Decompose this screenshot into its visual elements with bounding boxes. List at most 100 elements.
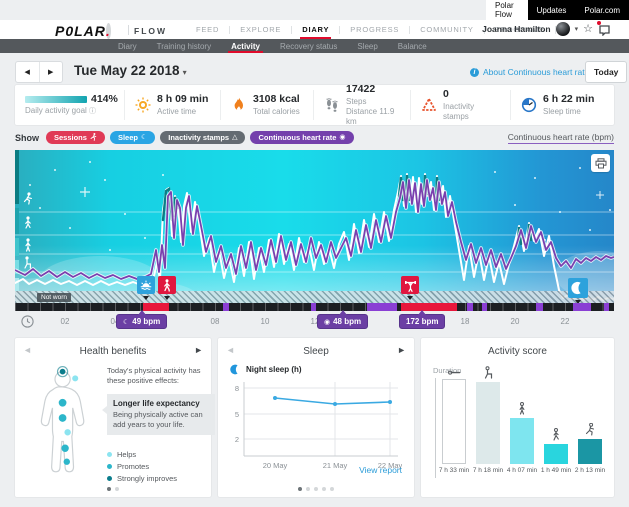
goal-progress-bar bbox=[25, 96, 87, 104]
chevron-down-icon[interactable]: ▾ bbox=[574, 26, 579, 33]
date-title[interactable]: Tue May 22 2018 ▾ bbox=[74, 63, 187, 78]
hr-segment bbox=[604, 303, 609, 311]
session-segment-afternoon[interactable] bbox=[401, 303, 457, 311]
pill-sessions[interactable]: Sessions bbox=[46, 131, 105, 144]
subnav-diary[interactable]: Diary bbox=[118, 41, 137, 51]
pill-sleep[interactable]: Sleep ☾ bbox=[109, 131, 156, 144]
hr-segment bbox=[311, 303, 316, 311]
show-label: Show bbox=[15, 132, 39, 143]
card-prev-arrow[interactable]: ◄ bbox=[226, 345, 235, 355]
card-prev-arrow[interactable]: ◄ bbox=[23, 345, 32, 355]
sitting-zone-icon bbox=[24, 256, 31, 269]
bar-sitting: 7 h 18 min bbox=[473, 366, 503, 474]
timeline-bar bbox=[15, 303, 614, 311]
benefit-text: Being physically active can add years to… bbox=[113, 410, 203, 429]
show-filter-row: Show Sessions Sleep ☾ Inactivity stamps △ … bbox=[15, 130, 614, 145]
notifications-icon[interactable] bbox=[597, 21, 611, 37]
benefit-title: Longer life expectancy bbox=[113, 399, 200, 408]
running-zone-icon bbox=[23, 192, 32, 205]
chr-axis-label[interactable]: Continuous heart rate (bpm) bbox=[507, 132, 614, 144]
avatar[interactable] bbox=[555, 22, 570, 36]
nav-community[interactable]: COMMUNITY bbox=[420, 25, 474, 34]
time-axis: 02 04 08 10 12 18 20 22 ☾ 49 bpm ◉ 48 bpm … bbox=[15, 310, 614, 337]
subnav-training-history[interactable]: Training history bbox=[156, 41, 212, 51]
print-button[interactable] bbox=[591, 154, 610, 172]
prev-day-button[interactable]: ◀ bbox=[16, 62, 40, 82]
card-title: Sleep bbox=[303, 346, 329, 357]
polar-logo[interactable]: P0LAR. bbox=[55, 23, 111, 39]
walking-icon bbox=[550, 428, 563, 441]
tick-12: 12 bbox=[310, 317, 320, 326]
tick-10: 10 bbox=[260, 317, 270, 326]
today-button[interactable]: Today bbox=[585, 61, 628, 83]
pill-continuous-heart-rate[interactable]: Continuous heart rate ◉ bbox=[250, 131, 354, 144]
view-report-link[interactable]: View report bbox=[359, 465, 402, 475]
bar-lying: 7 h 33 min bbox=[439, 370, 469, 474]
card-next-arrow[interactable]: ► bbox=[194, 345, 203, 355]
stat-activity-goal: 414% Daily activity goal ⓘ bbox=[25, 93, 118, 116]
info-icon: i bbox=[470, 67, 479, 77]
sunrise-badge[interactable] bbox=[137, 276, 155, 300]
nav-explore[interactable]: EXPLORE bbox=[240, 25, 282, 34]
tab-polar-flow[interactable]: Polar Flow bbox=[486, 0, 528, 20]
distance-label: Distance 11.9 km bbox=[346, 106, 395, 126]
zone-icons bbox=[23, 192, 32, 269]
sun-dot-icon: ◉ bbox=[324, 318, 331, 326]
activity-timeline-chart[interactable]: Not worn bbox=[15, 150, 614, 311]
nav-progress[interactable]: PROGRESS bbox=[350, 25, 400, 34]
activity-score-card: Activity score Duration 7 h 33 min 7 h 1… bbox=[421, 338, 614, 497]
running-zone-peaks bbox=[161, 174, 533, 246]
strength-session-badge[interactable] bbox=[401, 276, 419, 300]
not-worn-label: Not worn bbox=[37, 293, 72, 302]
subnav-balance[interactable]: Balance bbox=[397, 41, 427, 51]
night-low-hr-badge[interactable]: ☾ 49 bpm bbox=[116, 310, 168, 329]
user-area: Joanna Hamilton ▾ ☆ bbox=[482, 21, 611, 37]
tick-18: 18 bbox=[460, 317, 470, 326]
walking-session-badge[interactable] bbox=[158, 276, 176, 300]
walking-zone-icon bbox=[25, 216, 31, 229]
tick-22: 22 bbox=[560, 317, 570, 326]
hr-segment bbox=[482, 303, 487, 311]
stat-active-time: 8 h 09 min Active time bbox=[124, 90, 220, 120]
about-chr-link[interactable]: i About Continuous heart rate bbox=[470, 67, 589, 77]
not-worn-band bbox=[15, 291, 614, 303]
nav-diary[interactable]: DIARY bbox=[292, 20, 339, 39]
subnav-sleep[interactable]: Sleep bbox=[357, 41, 378, 51]
user-name[interactable]: Joanna Hamilton bbox=[482, 24, 551, 34]
footprints-icon bbox=[324, 97, 340, 113]
tab-updates[interactable]: Updates bbox=[536, 5, 567, 15]
card-pagination bbox=[218, 487, 414, 491]
goal-label: Daily activity goal ⓘ bbox=[25, 106, 97, 116]
standing-zone-icon bbox=[25, 238, 31, 252]
subnav-recovery-status[interactable]: Recovery status bbox=[279, 41, 338, 51]
activity-score-chart: 7 h 33 min 7 h 18 min 4 h 07 min 1 h 49 … bbox=[435, 366, 606, 478]
pill-inactivity-stamps[interactable]: Inactivity stamps △ bbox=[160, 131, 246, 144]
logo-dot: . bbox=[105, 23, 111, 39]
tab-polar-com[interactable]: Polar.com bbox=[584, 5, 620, 15]
card-title: Health benefits bbox=[79, 346, 147, 357]
nav-feed[interactable]: FEED bbox=[196, 25, 220, 34]
product-name: FLOW bbox=[134, 26, 168, 36]
next-day-button[interactable]: ▶ bbox=[48, 69, 54, 76]
session-segment-morning[interactable] bbox=[143, 303, 169, 311]
benefit-legend: Helps Promotes Strongly improves bbox=[107, 450, 177, 486]
card-next-arrow[interactable]: ► bbox=[397, 345, 406, 355]
subnav-activity[interactable]: Activity bbox=[221, 39, 270, 53]
favorites-star-icon[interactable]: ☆ bbox=[583, 22, 593, 35]
day-low-hr-badge[interactable]: ◉ 48 bpm bbox=[317, 310, 369, 329]
moon-icon: ☾ bbox=[140, 134, 148, 141]
date-dropdown-caret: ▾ bbox=[182, 68, 187, 77]
max-hr-badge[interactable]: 172 bpm bbox=[399, 310, 446, 329]
bedtime-moon-badge[interactable] bbox=[568, 278, 588, 304]
app-header: P0LAR. FLOW FEED EXPLORE DIARY PROGRESS … bbox=[0, 20, 629, 39]
zone-color-strip bbox=[15, 150, 19, 291]
nav-programs[interactable]: PROGRAMS bbox=[494, 25, 545, 34]
top-tab-bar: Polar Flow Updates Polar.com bbox=[486, 0, 629, 20]
warning-triangle-icon bbox=[421, 97, 437, 113]
hr-segment bbox=[573, 303, 591, 311]
date-nav: ◀ ▶ bbox=[15, 61, 63, 83]
heart-rate-icon: ◉ bbox=[339, 134, 346, 141]
benefit-tooltip: Longer life expectancy Being physically … bbox=[102, 394, 215, 435]
health-intro: Today's physical activity has these posi… bbox=[107, 366, 201, 386]
clock-axis-icon[interactable] bbox=[21, 315, 34, 328]
